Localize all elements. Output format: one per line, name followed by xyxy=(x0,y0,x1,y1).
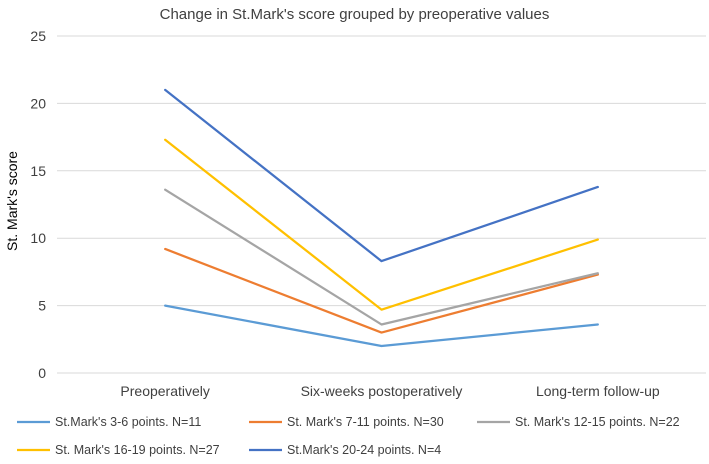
series-line xyxy=(164,188,599,326)
series-line xyxy=(164,138,599,311)
legend-label: St.Mark's 20-24 points. N=4 xyxy=(287,443,441,457)
legend: St.Mark's 3-6 points. N=11 St. Mark's 7-1… xyxy=(17,415,680,457)
y-tick-label: 10 xyxy=(30,230,46,246)
legend-label: St. Mark's 7-11 points. N=30 xyxy=(287,415,444,429)
x-category-label: Long-term follow-up xyxy=(536,383,660,399)
series-line xyxy=(164,304,599,348)
y-tick-label: 25 xyxy=(30,28,46,44)
y-tick-label: 20 xyxy=(30,95,46,111)
y-tick-label: 0 xyxy=(38,365,46,381)
chart-title: Change in St.Mark's score grouped by pre… xyxy=(160,6,550,23)
series-lines xyxy=(164,88,599,348)
series-line xyxy=(164,247,599,334)
y-axis-label: St. Mark's score xyxy=(4,151,20,251)
x-category-label: Preoperatively xyxy=(120,383,210,399)
series-line xyxy=(164,88,599,263)
legend-label: St.Mark's 3-6 points. N=11 xyxy=(55,415,201,429)
x-axis-categories: Preoperatively Six-weeks postoperatively L… xyxy=(120,383,659,399)
y-axis-ticks: 0 5 10 15 20 25 xyxy=(30,28,46,381)
legend-label: St. Mark's 16-19 points. N=27 xyxy=(55,443,220,457)
y-tick-label: 5 xyxy=(38,298,46,314)
legend-label: St. Mark's 12-15 points. N=22 xyxy=(515,415,680,429)
y-tick-label: 15 xyxy=(30,163,46,179)
x-category-label: Six-weeks postoperatively xyxy=(301,383,463,399)
gridlines xyxy=(57,35,706,374)
